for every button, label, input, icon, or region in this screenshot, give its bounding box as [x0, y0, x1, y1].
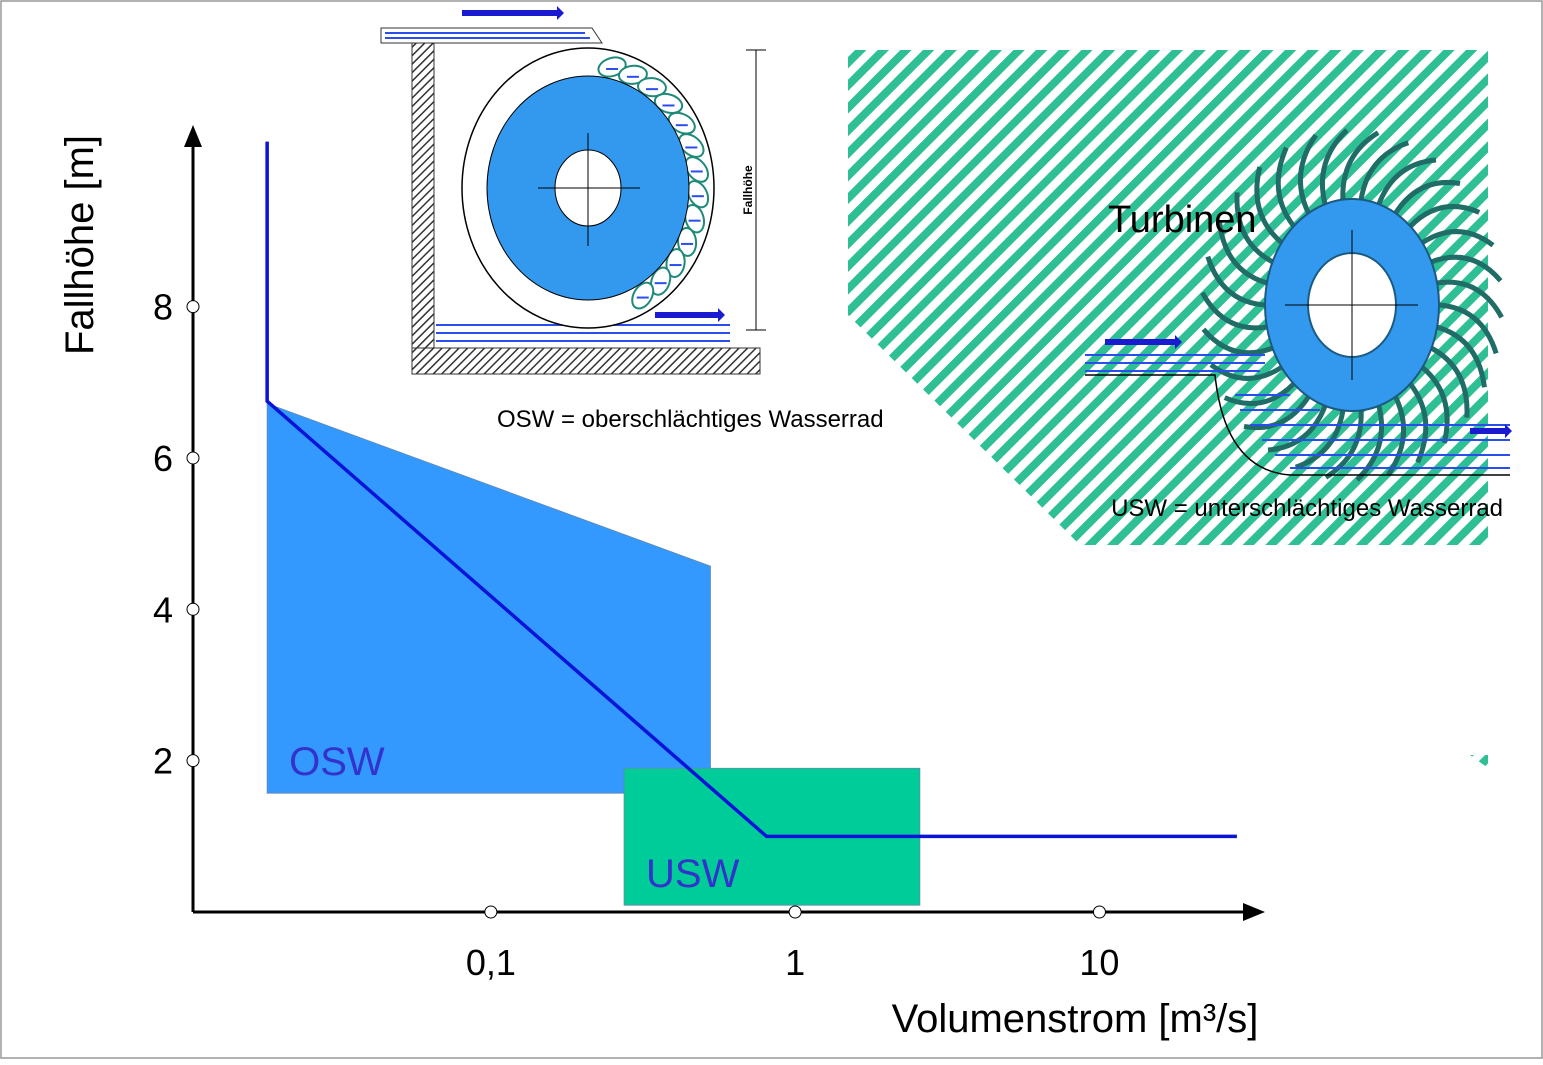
- flow-arrow: [1470, 424, 1512, 438]
- bucket: [631, 281, 655, 310]
- y-tick: [186, 602, 200, 616]
- blade: [1294, 409, 1346, 470]
- x-tick-label: 0,1: [466, 942, 516, 983]
- blade: [1234, 192, 1274, 265]
- blade: [1340, 130, 1380, 200]
- blade: [1200, 291, 1268, 331]
- x-tick-label: 10: [1079, 942, 1119, 983]
- y-tick: [186, 754, 200, 768]
- y-tick-label: 8: [153, 287, 173, 328]
- blade: [1243, 395, 1311, 430]
- blade: [1205, 255, 1266, 308]
- y-tick-label: 4: [153, 589, 173, 630]
- bucket: [637, 77, 667, 98]
- blade: [1438, 302, 1499, 355]
- blade: [1267, 404, 1328, 453]
- bucket: [649, 266, 672, 296]
- blade: [1436, 324, 1487, 388]
- blade: [1420, 365, 1450, 444]
- turbine-range: [848, 50, 1488, 545]
- blade: [1254, 166, 1284, 245]
- bucket: [677, 226, 698, 257]
- y-tick-label: 2: [153, 741, 173, 782]
- turbine-illustration: Turbinen USW = unterschlächtiges Wasserr…: [848, 50, 1512, 768]
- x-tick: [788, 905, 802, 919]
- blade: [1408, 203, 1481, 229]
- y-tick: [186, 451, 200, 465]
- region-label: USW: [646, 852, 740, 896]
- blade: [1408, 382, 1429, 464]
- turbine-range: [1470, 755, 1488, 768]
- blade: [1358, 140, 1410, 201]
- floor: [411, 347, 761, 375]
- osw-caption: OSW = oberschlächtiges Wasserrad: [497, 406, 884, 433]
- blade: [1320, 128, 1349, 205]
- blade: [1201, 327, 1274, 356]
- blade: [1209, 362, 1283, 381]
- x-tick: [484, 905, 498, 919]
- flume: [380, 27, 603, 44]
- bucket: [684, 156, 709, 183]
- bucket: [665, 248, 686, 278]
- flow-arrow: [655, 308, 725, 322]
- bucket: [686, 180, 710, 209]
- flow-arrow: [462, 6, 564, 20]
- blade: [1436, 279, 1504, 319]
- water: [1085, 354, 1510, 469]
- bucket: [667, 111, 696, 135]
- blade: [1217, 222, 1268, 286]
- y-tick-label: 6: [153, 438, 173, 479]
- blade: [1324, 410, 1364, 480]
- bucket: [597, 56, 627, 78]
- boundary-line: [265, 141, 1237, 839]
- buckets: [597, 56, 710, 310]
- y-tick: [186, 300, 200, 314]
- plot-area: OSW USW 2 4 6 8 0,1 1 10 Volumenstrom [m³/s] Fallh…: [58, 125, 1265, 1041]
- blades: [1200, 128, 1504, 482]
- head-label: Fallhöhe: [741, 165, 755, 215]
- blade: [1275, 146, 1296, 228]
- y-axis-arrow: [184, 125, 202, 147]
- blade: [1393, 180, 1461, 215]
- y-axis-title: Fallhöhe [m]: [58, 135, 102, 355]
- turbine-label: Turbinen: [1108, 199, 1257, 241]
- blade: [1430, 345, 1470, 418]
- blade: [1355, 405, 1384, 482]
- flow-arrow: [1105, 335, 1182, 349]
- osw-illustration: Fallhöhe OSW = oberschlächtiges Wasserra…: [380, 6, 884, 433]
- bucket: [653, 92, 684, 115]
- wall: [411, 42, 435, 349]
- blade: [1430, 254, 1503, 283]
- bucket: [684, 203, 706, 234]
- blade: [1421, 229, 1495, 248]
- x-axis-title: Volumenstrom [m³/s]: [892, 997, 1259, 1041]
- bucket: [617, 64, 648, 85]
- channel: [1085, 374, 1510, 476]
- blade: [1297, 133, 1318, 215]
- x-axis-arrow: [1243, 903, 1265, 921]
- blade: [1376, 157, 1437, 206]
- usw-caption: USW = unterschlächtiges Wasserrad: [1111, 495, 1503, 522]
- blade: [1223, 381, 1296, 407]
- bucket: [678, 133, 705, 158]
- x-tick: [1092, 905, 1106, 919]
- region-label: OSW: [289, 740, 385, 784]
- x-tick-label: 1: [785, 942, 805, 983]
